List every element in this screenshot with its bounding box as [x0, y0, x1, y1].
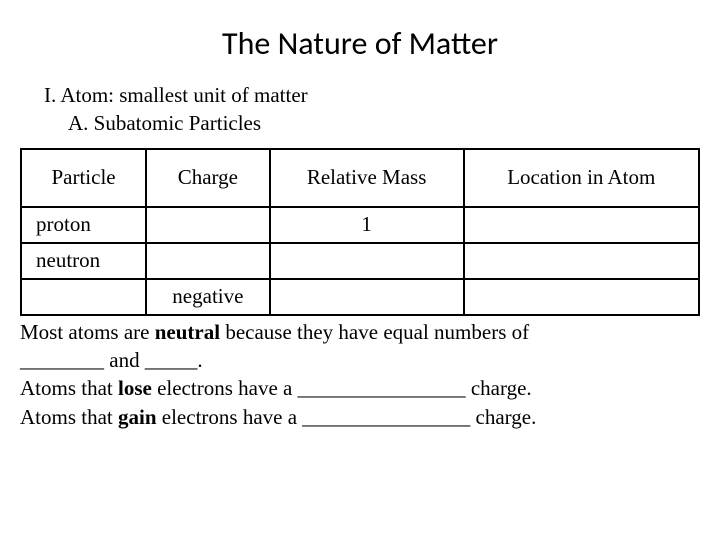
- para-line-1: Most atoms are neutral because they have…: [20, 318, 700, 346]
- page-title: The Nature of Matter: [20, 24, 700, 63]
- text: Atoms that: [20, 405, 118, 429]
- cell-mass: 1: [270, 207, 464, 243]
- table-row: negative: [21, 279, 699, 315]
- cell-location: [464, 207, 699, 243]
- cell-mass: [270, 279, 464, 315]
- cell-location: [464, 243, 699, 279]
- cell-location: [464, 279, 699, 315]
- text: Atoms that: [20, 376, 118, 400]
- body-paragraph: Most atoms are neutral because they have…: [20, 318, 700, 431]
- cell-charge: [146, 243, 270, 279]
- para-line-2: ________ and _____.: [20, 346, 700, 374]
- particles-table: Particle Charge Relative Mass Location i…: [20, 148, 700, 316]
- outline-line-1: I. Atom: smallest unit of matter: [44, 81, 700, 109]
- col-charge: Charge: [146, 149, 270, 207]
- col-mass: Relative Mass: [270, 149, 464, 207]
- para-line-4: Atoms that gain electrons have a _______…: [20, 403, 700, 431]
- col-location: Location in Atom: [464, 149, 699, 207]
- text: electrons have a ________________ charge…: [157, 405, 537, 429]
- bold-lose: lose: [118, 376, 152, 400]
- para-line-3: Atoms that lose electrons have a _______…: [20, 374, 700, 402]
- col-particle: Particle: [21, 149, 146, 207]
- cell-mass: [270, 243, 464, 279]
- cell-particle: [21, 279, 146, 315]
- cell-particle: proton: [21, 207, 146, 243]
- cell-charge: [146, 207, 270, 243]
- table-header-row: Particle Charge Relative Mass Location i…: [21, 149, 699, 207]
- bold-neutral: neutral: [155, 320, 220, 344]
- bold-gain: gain: [118, 405, 157, 429]
- table-row: neutron: [21, 243, 699, 279]
- table-row: proton 1: [21, 207, 699, 243]
- cell-particle: neutron: [21, 243, 146, 279]
- outline-block: I. Atom: smallest unit of matter A. Suba…: [44, 81, 700, 138]
- outline-line-2: A. Subatomic Particles: [68, 109, 700, 137]
- cell-charge: negative: [146, 279, 270, 315]
- text: because they have equal numbers of: [220, 320, 529, 344]
- text: electrons have a ________________ charge…: [152, 376, 532, 400]
- text: Most atoms are: [20, 320, 155, 344]
